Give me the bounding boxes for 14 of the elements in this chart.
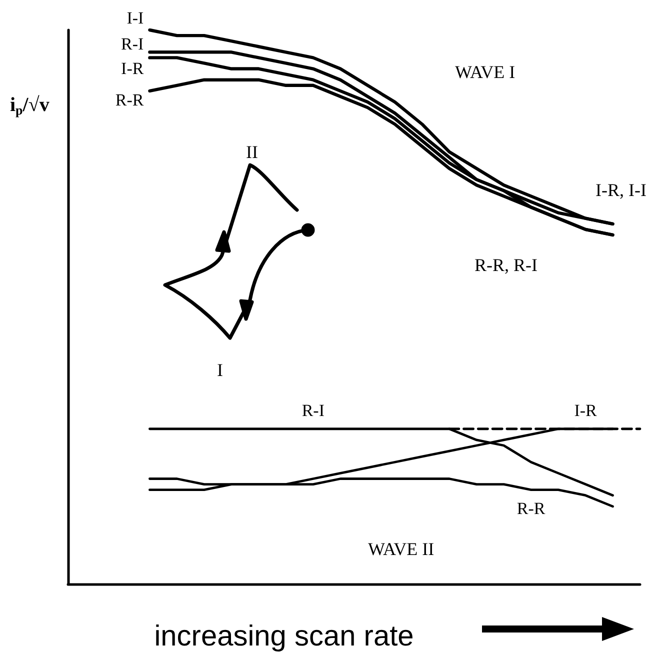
annotation: I-R, I-I [596, 180, 646, 200]
series-label: R-R [115, 90, 144, 110]
annotation: II [246, 142, 258, 162]
series-label: I-R [574, 400, 598, 420]
series-label: R-R [516, 498, 546, 518]
annotation: WAVE I [455, 62, 516, 82]
series-label: I-I [126, 8, 144, 28]
x-axis-title: increasing scan rate [154, 620, 414, 652]
series-label: I-R [121, 59, 144, 78]
series-label: R-I [302, 400, 325, 420]
annotation: R-R, R-I [474, 255, 538, 275]
series-label: R-I [121, 34, 144, 54]
annotation: I [217, 360, 223, 380]
annotation: WAVE II [368, 539, 434, 559]
